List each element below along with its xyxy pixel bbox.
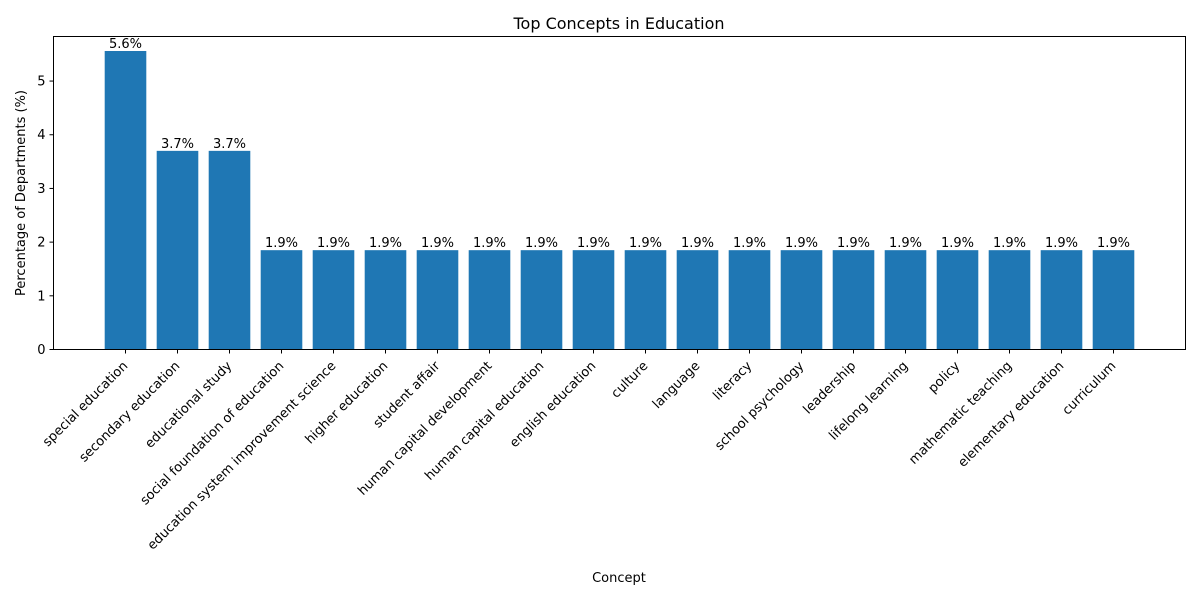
bar (728, 250, 771, 350)
bar-value-label: 1.9% (681, 236, 714, 251)
x-tick-label: literacy (710, 359, 755, 404)
bar (1040, 250, 1083, 350)
y-tick-label: 0 (37, 343, 45, 358)
bars-group: 5.6% 3.7% 3.7% 1.9% 1.9% 1.9% 1.9% 1.9% 1.9% 1.9%… (104, 37, 1135, 350)
x-tick-label: school psychology (712, 359, 807, 454)
bar (884, 250, 927, 350)
x-tick-label: english education (507, 359, 599, 451)
bar (520, 250, 563, 350)
bar (468, 250, 511, 350)
bar (104, 50, 147, 350)
x-tick-label: special education (40, 359, 131, 450)
y-axis: 0 1 2 3 4 5 (37, 75, 54, 358)
bar (936, 250, 979, 350)
bar-value-label: 3.7% (213, 137, 246, 152)
bar-value-label: 1.9% (733, 236, 766, 251)
bar-value-label: 1.9% (889, 236, 922, 251)
bar (416, 250, 459, 350)
bar-value-label: 1.9% (1045, 236, 1078, 251)
bar (364, 250, 407, 350)
bar (832, 250, 875, 350)
x-tick-label: educational study (142, 359, 235, 452)
y-tick-label: 3 (37, 182, 45, 197)
chart-title: Top Concepts in Education (512, 14, 724, 33)
bar-value-label: 1.9% (369, 236, 402, 251)
y-tick-label: 5 (37, 75, 45, 90)
x-axis-label: Concept (592, 571, 646, 586)
x-tick-label: secondary education (77, 359, 184, 466)
y-tick-label: 2 (37, 236, 45, 251)
x-tick-label: curriculum (1060, 359, 1120, 419)
bar-value-label: 1.9% (265, 236, 298, 251)
y-axis-label: Percentage of Departments (%) (14, 90, 29, 296)
x-tick-label: elementary education (955, 359, 1067, 471)
bar (312, 250, 355, 350)
bar-value-label: 1.9% (525, 236, 558, 251)
bar (1092, 250, 1135, 350)
bar (676, 250, 719, 350)
bar-value-label: 1.9% (1097, 236, 1130, 251)
bar (208, 150, 251, 350)
bar-value-label: 5.6% (109, 37, 142, 52)
bar-value-label: 3.7% (161, 137, 194, 152)
y-tick-label: 1 (37, 289, 45, 304)
bar-value-label: 1.9% (993, 236, 1026, 251)
bar-value-label: 1.9% (837, 236, 870, 251)
y-tick-label: 4 (37, 128, 45, 143)
bar-value-label: 1.9% (941, 236, 974, 251)
bar (260, 250, 303, 350)
x-tick-label: education system improvement science (145, 359, 339, 553)
bar-value-label: 1.9% (317, 236, 350, 251)
x-tick-label: policy (926, 359, 964, 397)
x-tick-label: language (650, 359, 703, 412)
bar (988, 250, 1031, 350)
bar-value-label: 1.9% (629, 236, 662, 251)
bar (780, 250, 823, 350)
bar (572, 250, 615, 350)
plot-frame (53, 36, 1186, 350)
x-tick-label: mathematic teaching (906, 359, 1015, 468)
x-tick-label: culture (609, 359, 652, 402)
bar (624, 250, 667, 350)
bar-value-label: 1.9% (785, 236, 818, 251)
bar (156, 150, 199, 350)
bar-value-label: 1.9% (421, 236, 454, 251)
bar-value-label: 1.9% (577, 236, 610, 251)
bar-value-label: 1.9% (473, 236, 506, 251)
